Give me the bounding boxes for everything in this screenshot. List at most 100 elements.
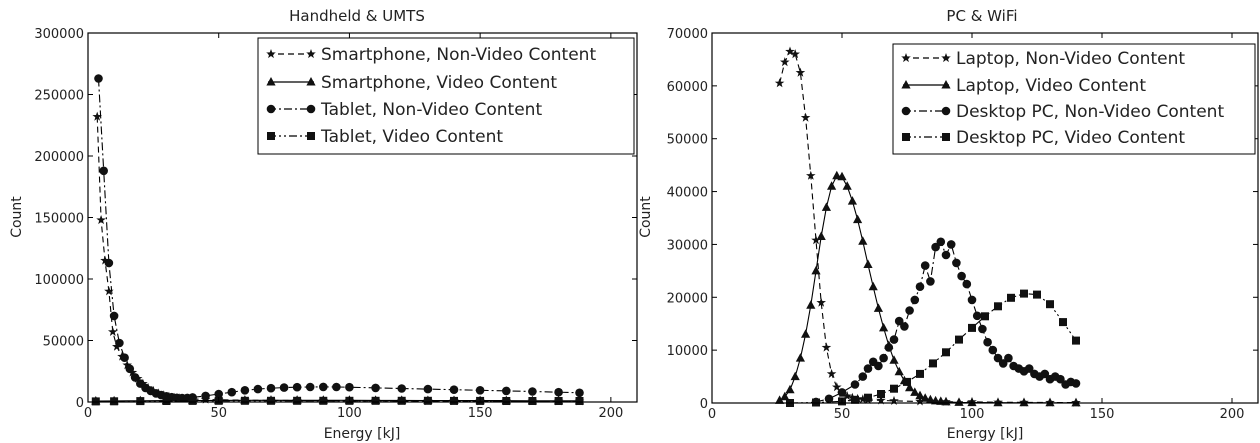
data-point bbox=[894, 366, 904, 376]
x-tick-label: 50 bbox=[210, 406, 227, 421]
y-tick-label: 50000 bbox=[43, 335, 84, 350]
data-point bbox=[790, 371, 800, 381]
data-point bbox=[890, 384, 898, 393]
data-point bbox=[104, 258, 114, 268]
data-point bbox=[903, 377, 911, 386]
data-point bbox=[575, 388, 584, 398]
data-point bbox=[978, 324, 987, 334]
data-point bbox=[837, 388, 847, 397]
data-point bbox=[266, 383, 276, 393]
data-point bbox=[575, 397, 584, 405]
data-point bbox=[120, 353, 129, 362]
data-point bbox=[450, 396, 458, 405]
data-point bbox=[1046, 300, 1054, 309]
x-tick-label: 100 bbox=[337, 406, 362, 421]
y-tick-label: 0 bbox=[76, 396, 84, 411]
data-point bbox=[1071, 379, 1081, 388]
data-point bbox=[104, 286, 114, 296]
y-axis-label: Count bbox=[638, 196, 654, 238]
data-point bbox=[915, 282, 925, 291]
legend-entry-smartphone-non-video: Smartphone, Non-Video Content bbox=[266, 45, 596, 65]
x-tick-label: 150 bbox=[468, 406, 493, 421]
data-point bbox=[371, 383, 380, 393]
legend-entry-tablet-video: Tablet, Video Content bbox=[267, 127, 503, 147]
y-tick-label: 100000 bbox=[34, 273, 84, 288]
data-point bbox=[332, 382, 341, 392]
data-point bbox=[873, 303, 883, 312]
y-tick-label: 10000 bbox=[667, 344, 708, 359]
data-point bbox=[397, 396, 406, 405]
data-point bbox=[423, 396, 432, 405]
series-2 bbox=[94, 74, 584, 403]
data-point bbox=[926, 277, 935, 286]
data-point bbox=[879, 322, 889, 332]
data-point bbox=[449, 385, 459, 394]
x-axis-label: Energy [kJ] bbox=[324, 426, 401, 442]
data-point bbox=[96, 215, 106, 225]
data-point bbox=[850, 380, 860, 389]
data-point bbox=[889, 355, 899, 364]
series-line bbox=[97, 78, 580, 399]
legend-entry-laptop-non-video: Laptop, Non-Video Content bbox=[901, 49, 1185, 69]
legend: Laptop, Non-Video Content Laptop, Video … bbox=[892, 43, 1256, 155]
chart-title: PC & WiFi bbox=[946, 7, 1017, 25]
x-tick-label: 200 bbox=[598, 406, 623, 421]
data-point bbox=[292, 382, 302, 392]
legend-label: Smartphone, Video Content bbox=[321, 73, 557, 93]
series-1 bbox=[775, 170, 1081, 407]
legend-square-marker-icon bbox=[902, 133, 910, 141]
x-tick-label: 50 bbox=[834, 407, 851, 422]
legend-label: Laptop, Non-Video Content bbox=[956, 49, 1185, 69]
series-3 bbox=[786, 289, 1080, 407]
data-point bbox=[981, 312, 989, 321]
data-point bbox=[162, 397, 171, 405]
data-point bbox=[423, 384, 433, 394]
legend-circle-marker-icon bbox=[941, 106, 951, 116]
data-point bbox=[952, 258, 961, 268]
data-point bbox=[905, 306, 914, 315]
legend-square-marker-icon bbox=[942, 133, 950, 141]
chart-panel-pc-wifi: PC & WiFi 0 50 100 150 200 0 10000 20000 30000 40… bbox=[638, 7, 1259, 442]
series-2 bbox=[811, 237, 1081, 407]
legend-entry-tablet-non-video: Tablet, Non-Video Content bbox=[266, 100, 542, 120]
data-point bbox=[528, 397, 537, 405]
data-point bbox=[253, 384, 263, 394]
y-tick-label: 20000 bbox=[667, 291, 708, 306]
data-point bbox=[827, 181, 837, 190]
data-point bbox=[863, 259, 873, 268]
data-point bbox=[910, 295, 920, 305]
legend-entry-desktop-video: Desktop PC, Video Content bbox=[902, 128, 1185, 148]
data-point bbox=[1059, 318, 1067, 327]
data-point bbox=[858, 372, 868, 381]
legend-entry-desktop-non-video: Desktop PC, Non-Video Content bbox=[901, 102, 1224, 122]
legend-circle-marker-icon bbox=[266, 104, 276, 114]
y-tick-label: 150000 bbox=[34, 212, 84, 227]
data-point bbox=[109, 311, 119, 321]
data-point bbox=[941, 250, 951, 260]
data-point bbox=[972, 311, 982, 321]
data-point bbox=[806, 300, 816, 309]
data-point bbox=[967, 295, 977, 305]
data-point bbox=[821, 342, 832, 352]
y-tick-label: 50000 bbox=[667, 133, 708, 148]
data-point bbox=[863, 364, 873, 373]
data-point bbox=[188, 396, 197, 405]
data-point bbox=[1004, 353, 1013, 363]
series-0 bbox=[774, 46, 1081, 407]
data-point bbox=[929, 359, 937, 368]
data-point bbox=[115, 338, 124, 348]
data-point bbox=[785, 384, 795, 394]
data-point bbox=[99, 166, 108, 176]
legend-label: Laptop, Video Content bbox=[956, 76, 1146, 96]
y-tick-label: 40000 bbox=[667, 186, 708, 201]
data-point bbox=[879, 353, 888, 363]
data-point bbox=[826, 368, 837, 378]
legend-label: Desktop PC, Non-Video Content bbox=[956, 102, 1224, 122]
legend: Smartphone, Non-Video Content Smartphone… bbox=[257, 37, 635, 155]
y-tick-label: 0 bbox=[700, 397, 708, 412]
series-0 bbox=[92, 111, 585, 406]
axis-ticks: 0 50 100 150 200 0 10000 20000 30000 40000 50000 60… bbox=[667, 27, 1258, 422]
chart-panel-handheld-umts: Handheld & UMTS 0 50 100 150 200 0 50000 100000… bbox=[9, 7, 638, 442]
data-point bbox=[528, 387, 537, 396]
legend-square-marker-icon bbox=[267, 132, 275, 140]
